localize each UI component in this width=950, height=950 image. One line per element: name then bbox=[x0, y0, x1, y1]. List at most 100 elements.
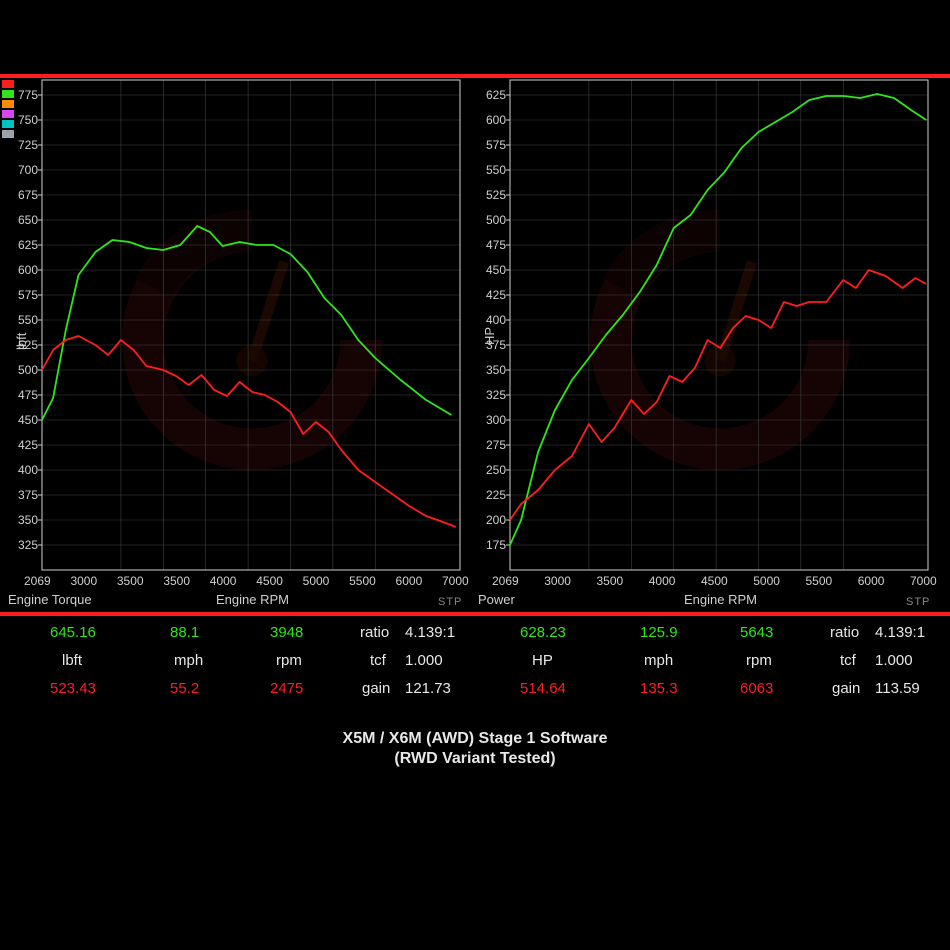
ratio-value: 4.139:1 bbox=[875, 624, 925, 641]
ytick-label: 400 bbox=[480, 313, 506, 327]
xtick-label: 2069 bbox=[492, 574, 519, 588]
ytick-label: 675 bbox=[12, 188, 38, 202]
xtick-label: 6000 bbox=[396, 574, 423, 588]
ytick-label: 450 bbox=[12, 413, 38, 427]
stat-value: 645.16 bbox=[50, 624, 96, 641]
ytick-label: 550 bbox=[12, 313, 38, 327]
xtick-label: 3000 bbox=[70, 574, 97, 588]
torque-series bbox=[42, 80, 460, 570]
xtick-label: 3000 bbox=[544, 574, 571, 588]
ytick-label: 400 bbox=[12, 463, 38, 477]
ratio-label: ratio bbox=[830, 624, 859, 641]
legend-swatch bbox=[2, 130, 14, 138]
xtick-label: 7000 bbox=[442, 574, 469, 588]
divider-top bbox=[0, 74, 950, 78]
ytick-label: 350 bbox=[12, 513, 38, 527]
xtick-label: 3500 bbox=[163, 574, 190, 588]
unit-label: lbft bbox=[62, 652, 82, 669]
tcf-value: 1.000 bbox=[875, 652, 913, 669]
ytick-label: 300 bbox=[480, 413, 506, 427]
xtick-label: 3500 bbox=[117, 574, 144, 588]
ytick-label: 275 bbox=[480, 438, 506, 452]
unit-label: rpm bbox=[276, 652, 302, 669]
stat-value: 523.43 bbox=[50, 680, 96, 697]
legend-swatch bbox=[2, 80, 14, 88]
stat-value: 514.64 bbox=[520, 680, 566, 697]
unit-label: HP bbox=[532, 652, 553, 669]
caption-line2: (RWD Variant Tested) bbox=[0, 750, 950, 768]
power-panel-label: Power bbox=[478, 592, 515, 607]
torque-xlabel: Engine RPM bbox=[216, 592, 289, 607]
stat-value: 135.3 bbox=[640, 680, 678, 697]
xtick-label: 4500 bbox=[256, 574, 283, 588]
ytick-label: 650 bbox=[12, 213, 38, 227]
stat-value: 88.1 bbox=[170, 624, 199, 641]
divider-bottom bbox=[0, 612, 950, 616]
ytick-label: 700 bbox=[12, 163, 38, 177]
ytick-label: 475 bbox=[12, 388, 38, 402]
ytick-label: 525 bbox=[12, 338, 38, 352]
gain-label: gain bbox=[362, 680, 390, 697]
ytick-label: 575 bbox=[12, 288, 38, 302]
unit-label: rpm bbox=[746, 652, 772, 669]
power-stp: STP bbox=[906, 596, 930, 608]
xtick-label: 3500 bbox=[597, 574, 624, 588]
xtick-label: 5000 bbox=[753, 574, 780, 588]
ratio-value: 4.139:1 bbox=[405, 624, 455, 641]
ytick-label: 750 bbox=[12, 113, 38, 127]
stat-value: 6063 bbox=[740, 680, 773, 697]
xtick-label: 5500 bbox=[349, 574, 376, 588]
tcf-value: 1.000 bbox=[405, 652, 443, 669]
stat-value: 55.2 bbox=[170, 680, 199, 697]
ytick-label: 500 bbox=[480, 213, 506, 227]
xtick-label: 6000 bbox=[858, 574, 885, 588]
stat-value: 2475 bbox=[270, 680, 303, 697]
power-series bbox=[510, 80, 928, 570]
ytick-label: 200 bbox=[480, 513, 506, 527]
gain-value: 121.73 bbox=[405, 680, 451, 697]
ytick-label: 350 bbox=[480, 363, 506, 377]
ytick-label: 625 bbox=[480, 88, 506, 102]
dyno-chart-root: lbft 325 350 375 400 425 450 475 500 525 550 575 60… bbox=[0, 0, 950, 950]
ytick-label: 600 bbox=[12, 263, 38, 277]
xtick-label: 4000 bbox=[649, 574, 676, 588]
ratio-label: ratio bbox=[360, 624, 389, 641]
ytick-label: 725 bbox=[12, 138, 38, 152]
ytick-label: 375 bbox=[480, 338, 506, 352]
ytick-label: 175 bbox=[480, 538, 506, 552]
ytick-label: 575 bbox=[480, 138, 506, 152]
stat-value: 3948 bbox=[270, 624, 303, 641]
ytick-label: 325 bbox=[12, 538, 38, 552]
ytick-label: 375 bbox=[12, 488, 38, 502]
tcf-label: tcf bbox=[370, 652, 386, 669]
ytick-label: 500 bbox=[12, 363, 38, 377]
ytick-label: 450 bbox=[480, 263, 506, 277]
xtick-label: 5000 bbox=[303, 574, 330, 588]
xtick-label: 4500 bbox=[701, 574, 728, 588]
power-chart bbox=[510, 80, 928, 570]
ytick-label: 250 bbox=[480, 463, 506, 477]
ytick-label: 775 bbox=[12, 88, 38, 102]
ytick-label: 425 bbox=[12, 438, 38, 452]
ytick-label: 625 bbox=[12, 238, 38, 252]
stat-value: 5643 bbox=[740, 624, 773, 641]
gain-label: gain bbox=[832, 680, 860, 697]
stat-value: 125.9 bbox=[640, 624, 678, 641]
caption-line1: X5M / X6M (AWD) Stage 1 Software bbox=[0, 730, 950, 748]
xtick-label: 4000 bbox=[210, 574, 237, 588]
ytick-label: 325 bbox=[480, 388, 506, 402]
ytick-label: 550 bbox=[480, 163, 506, 177]
xtick-label: 2069 bbox=[24, 574, 51, 588]
gain-value: 113.59 bbox=[875, 680, 920, 697]
power-xlabel: Engine RPM bbox=[684, 592, 757, 607]
torque-stp: STP bbox=[438, 596, 462, 608]
torque-chart bbox=[42, 80, 460, 570]
unit-label: mph bbox=[174, 652, 203, 669]
ytick-label: 475 bbox=[480, 238, 506, 252]
torque-panel-label: Engine Torque bbox=[8, 592, 92, 607]
ytick-label: 600 bbox=[480, 113, 506, 127]
tcf-label: tcf bbox=[840, 652, 856, 669]
xtick-label: 5500 bbox=[806, 574, 833, 588]
ytick-label: 225 bbox=[480, 488, 506, 502]
unit-label: mph bbox=[644, 652, 673, 669]
